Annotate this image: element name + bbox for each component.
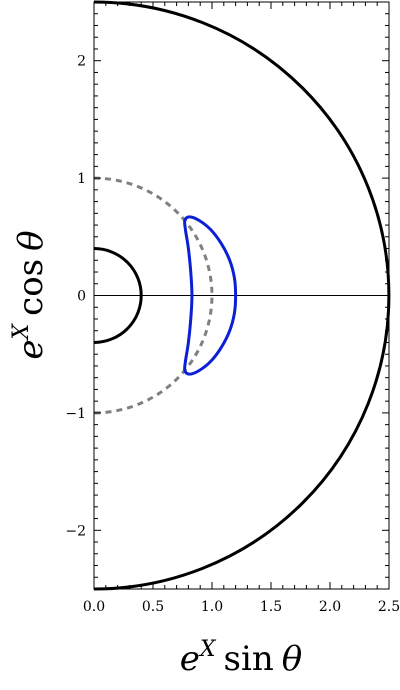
- x-axis-label: eX sin θ: [180, 637, 303, 679]
- y-tick-label: 2: [77, 54, 86, 70]
- x-tick-label: 2.0: [319, 599, 341, 615]
- y-tick-label: −1: [65, 406, 86, 422]
- y-tick-label: 0: [77, 289, 86, 305]
- x-tick-label: 0.5: [142, 599, 164, 615]
- y-axis-label: eXcosθ: [9, 230, 51, 359]
- y-tick-label: 1: [77, 171, 86, 187]
- series-semicircle-r0_4: [93, 247, 143, 344]
- x-tick-label: 2.5: [378, 599, 400, 615]
- x-tick-label: 0.0: [83, 599, 105, 615]
- x-tick-label: 1.0: [201, 599, 223, 615]
- y-tick-label: −2: [65, 523, 86, 539]
- x-tick-label: 1.5: [260, 599, 282, 615]
- series-semicircle-r1: [93, 176, 214, 415]
- series-blue-curve: [183, 215, 238, 376]
